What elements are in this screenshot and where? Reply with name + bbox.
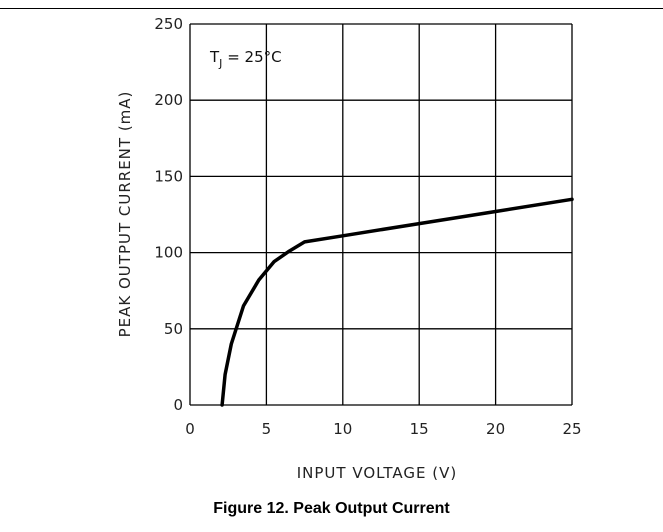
x-axis-title: INPUT VOLTAGE (V) [297,464,458,482]
y-tick-label: 250 [154,15,183,33]
y-tick-label: 200 [154,91,183,109]
y-tick-label: 100 [154,244,183,262]
grid [189,23,573,406]
svg-text:TJ = 25°C: TJ = 25°C [209,48,282,70]
x-tick-label: 0 [185,420,195,438]
x-tick-label: 5 [262,420,272,438]
y-tick-label: 50 [164,320,183,338]
series-line [220,197,574,407]
top-rule [0,8,663,9]
y-tick-label: 0 [173,396,183,414]
x-tick-label: 15 [410,420,429,438]
x-tick-label: 20 [486,420,505,438]
figure-caption: Figure 12. Peak Output Current [213,500,450,517]
y-axis-title: PEAK OUTPUT CURRENT (mA) [116,91,134,338]
x-tick-label: 25 [562,420,581,438]
annotation-main: T [209,48,220,66]
x-tick-label: 10 [333,420,352,438]
y-tick-label: 150 [154,167,183,185]
annotation-sub: J [218,57,222,70]
annotation-tj: TJ = 25°C [209,48,282,70]
annotation-rest: = 25°C [222,48,281,66]
